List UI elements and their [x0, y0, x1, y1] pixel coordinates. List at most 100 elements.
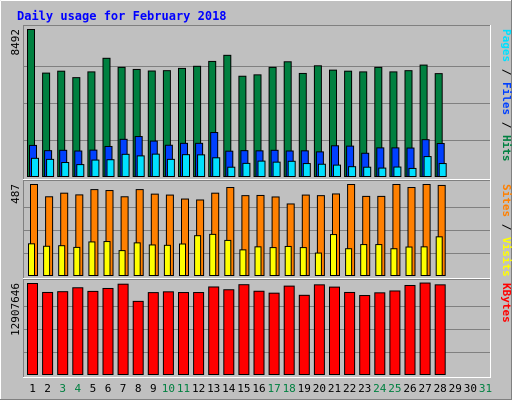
x-tick-label: 8	[135, 382, 142, 395]
x-tick-label: 26	[403, 382, 416, 395]
x-tick-label: 25	[388, 382, 401, 395]
x-tick-label: 29	[449, 382, 462, 395]
panel-legend: Pages / Files / Hits	[500, 29, 512, 162]
bar-kbytes-day-11	[178, 292, 189, 375]
bar-visits-day-17	[269, 247, 277, 277]
x-tick-label: 28	[434, 382, 447, 395]
bar-kbytes-day-6	[102, 287, 114, 375]
bar-visits-day-7	[118, 250, 126, 276]
bar-pages-day-7	[121, 153, 130, 178]
bar-visits-day-1	[28, 243, 35, 276]
legend-entry: KBytes	[500, 283, 512, 323]
bar-kbytes-day-18	[283, 285, 295, 376]
x-tick-label: 19	[298, 382, 311, 395]
bar-pages-day-19	[302, 163, 311, 177]
legend-entry: /	[500, 115, 512, 135]
x-tick-label: 14	[222, 382, 236, 395]
panel-legend: KBytes	[500, 283, 512, 323]
bar-kbytes-day-19	[298, 294, 310, 375]
bar-pages-day-17	[272, 161, 281, 177]
bar-visits-day-6	[103, 241, 111, 276]
x-tick-label: 11	[177, 382, 190, 395]
bar-pages-day-20	[317, 163, 326, 177]
bar-pages-day-25	[393, 166, 402, 178]
bar-pages-day-26	[408, 167, 417, 177]
bar-visits-day-11	[179, 243, 186, 276]
bar-kbytes-day-9	[147, 292, 159, 376]
bar-kbytes-day-3	[57, 291, 69, 375]
bar-visits-day-12	[194, 235, 202, 276]
x-tick-label: 5	[90, 382, 97, 395]
x-tick-label: 30	[464, 382, 477, 395]
chart-title: Daily usage for February 2018	[17, 9, 227, 23]
bar-visits-day-4	[73, 246, 81, 276]
bar-kbytes-day-12	[193, 292, 205, 375]
bar-pages-day-23	[363, 166, 372, 177]
bar-pages-day-27	[423, 156, 432, 177]
x-tick-label: 1	[29, 382, 36, 395]
bar-kbytes-day-24	[374, 292, 386, 375]
bar-kbytes-day-27	[419, 282, 431, 376]
bar-visits-day-28	[435, 236, 443, 276]
bar-pages-day-2	[46, 158, 55, 178]
bar-pages-day-24	[378, 167, 387, 178]
bar-visits-day-21	[330, 234, 337, 276]
x-tick-label: 9	[150, 382, 157, 395]
bar-pages-day-12	[197, 154, 206, 178]
bar-visits-day-19	[299, 247, 307, 277]
x-tick-label: 13	[207, 382, 220, 395]
bar-visits-day-14	[224, 239, 232, 276]
x-tick-label: 23	[358, 382, 371, 395]
bar-kbytes-day-7	[117, 283, 129, 376]
x-tick-label: 7	[120, 382, 127, 395]
bar-visits-day-8	[133, 242, 141, 276]
bar-kbytes-day-26	[404, 284, 416, 376]
legend-entry: Visits	[500, 237, 512, 277]
bar-kbytes-day-17	[268, 292, 280, 375]
x-tick-label: 17	[267, 382, 280, 395]
bar-visits-day-23	[360, 244, 368, 277]
legend-entry: Sites	[500, 184, 512, 217]
bar-pages-day-14	[227, 166, 236, 177]
panel-legend: Sites / Visits	[500, 184, 512, 277]
bar-kbytes-day-23	[359, 295, 371, 376]
bar-kbytes-day-20	[313, 284, 325, 376]
x-tick-label: 31	[479, 382, 492, 395]
x-tick-label: 24	[373, 382, 387, 395]
x-tick-label: 12	[192, 382, 205, 395]
x-tick-label: 16	[252, 382, 265, 395]
bar-pages-day-11	[182, 154, 190, 177]
bar-visits-day-13	[209, 233, 217, 277]
x-tick-label: 10	[162, 382, 175, 395]
bar-pages-day-13	[212, 157, 221, 177]
bar-kbytes-day-10	[162, 291, 174, 376]
bar-kbytes-day-14	[223, 289, 235, 375]
panel-max-label: 487	[9, 184, 22, 204]
bar-visits-day-9	[148, 244, 156, 277]
bar-pages-day-18	[287, 160, 296, 178]
bar-visits-day-3	[58, 245, 66, 277]
bar-pages-day-10	[166, 158, 175, 178]
x-tick-label: 20	[313, 382, 326, 395]
bar-pages-day-16	[257, 160, 266, 178]
bar-kbytes-day-13	[208, 286, 220, 376]
panel-requests: 8492 Pages / Files / Hits	[9, 25, 512, 180]
bar-pages-day-5	[91, 159, 100, 178]
chart-panels: 8492 Pages / Files / Hits 487 Sites / Visit…	[9, 25, 512, 378]
bar-pages-day-4	[76, 164, 85, 177]
bar-kbytes-day-15	[238, 284, 250, 376]
bar-pages-day-22	[348, 166, 357, 177]
x-axis-tick-labels: 1 2 3 4 5 6 7 8 9 10 11 12 13 14 15 16 17 18 19 20 21 22 23 24 2…	[29, 382, 492, 395]
x-tick-label: 2	[44, 382, 51, 395]
bar-pages-day-1	[31, 157, 39, 177]
bar-kbytes-day-25	[389, 290, 401, 376]
bar-visits-day-27	[420, 246, 428, 277]
x-tick-label: 27	[418, 382, 431, 395]
bar-pages-day-3	[61, 162, 70, 178]
bar-kbytes-day-2	[42, 291, 54, 376]
legend-entry: Files	[500, 82, 512, 115]
bar-kbytes-day-28	[434, 284, 446, 376]
legend-entry: /	[500, 62, 512, 82]
bar-kbytes-day-8	[132, 300, 144, 375]
